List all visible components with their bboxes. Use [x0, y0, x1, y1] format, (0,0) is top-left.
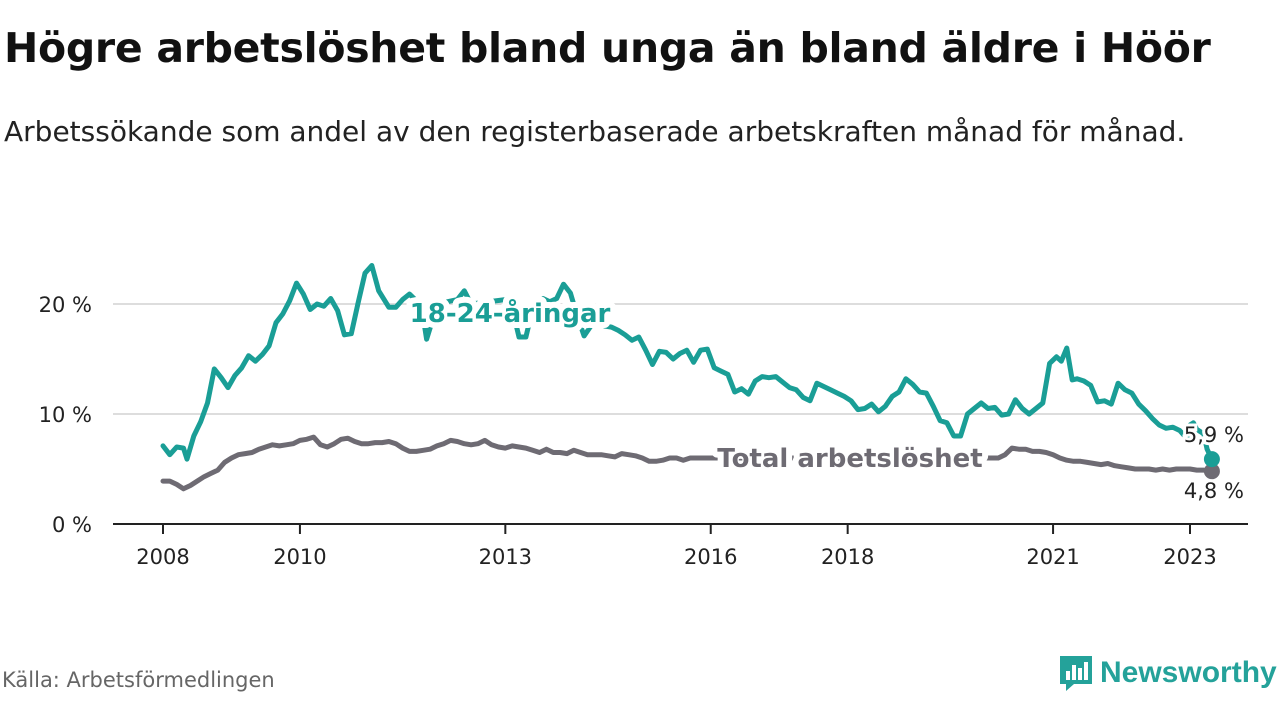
y-tick-label: 0 %	[52, 513, 92, 537]
series-line-total	[160, 434, 1215, 492]
chart-title: Högre arbetslöshet bland unga än bland ä…	[4, 24, 1211, 72]
label-layer: 18-24-åringar Total arbetslöshet 5,9 % 4,8 …	[404, 291, 1247, 506]
series-line-youth	[160, 263, 1215, 462]
end-label-youth: 5,9 %	[1184, 423, 1244, 447]
y-tick-label: 10 %	[39, 403, 92, 427]
end-point-youth	[1203, 451, 1220, 468]
grid-layer	[113, 303, 1248, 415]
x-tick-label: 2008	[136, 545, 189, 569]
axes: 0 % 10 % 20 % 2008 2010 2013 2016 2018 2021 2023	[39, 293, 1248, 569]
end-point-total	[1203, 463, 1220, 480]
series-label-total: Total arbetslöshet	[717, 444, 982, 474]
end-label-total: 4,8 %	[1184, 479, 1244, 503]
brand-name: Newsworthy	[1100, 656, 1277, 689]
newsworthy-logo-icon	[1060, 656, 1092, 691]
line-chart: 0 %10 %20 %2008 2010 2013 2016 2018 2021 2023 …	[39, 263, 1248, 569]
y-tick-label: 20 %	[39, 293, 92, 317]
x-tick-label: 2010	[273, 545, 326, 569]
source-note: Källa: Arbetsförmedlingen	[2, 668, 275, 692]
x-tick-label: 2016	[684, 545, 737, 569]
x-tick-label: 2013	[479, 545, 532, 569]
brand-logo: Newsworthy	[1058, 654, 1277, 692]
series-layer	[160, 263, 1220, 492]
x-tick-label: 2023	[1163, 545, 1216, 569]
x-tick-label: 2018	[821, 545, 874, 569]
x-tick-label: 2021	[1026, 545, 1079, 569]
chart-subtitle: Arbetssökande som andel av den registerb…	[4, 115, 1186, 148]
series-label-youth: 18-24-åringar	[410, 297, 611, 329]
